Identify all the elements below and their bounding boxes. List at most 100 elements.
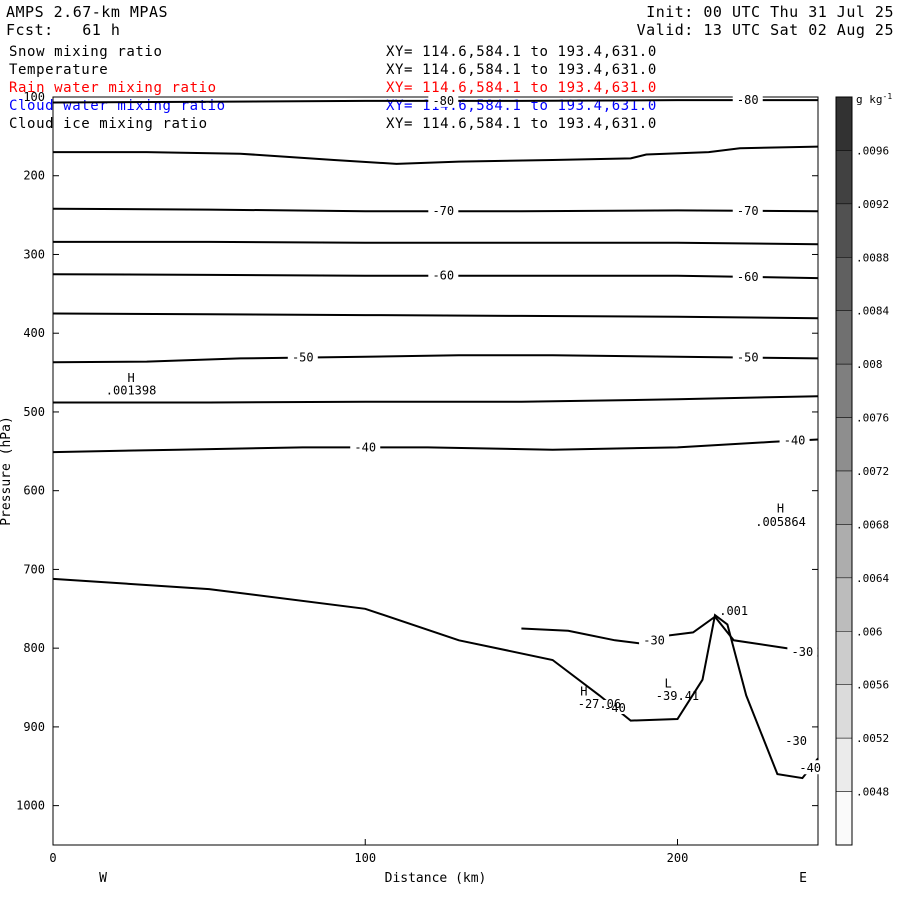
colorbar-cell-2 xyxy=(835,203,853,258)
y-tick-label-5: 600 xyxy=(23,484,45,498)
colorbar-unit-exponent: -1 xyxy=(883,92,893,101)
x-tick-label-2: 200 xyxy=(667,851,689,865)
field-name-0: Snow mixing ratio xyxy=(9,44,163,60)
y-tick-label-9: 1000 xyxy=(16,799,45,813)
contour-label-bg-0-1 xyxy=(732,92,763,107)
contour-label-2-0: -70 xyxy=(432,204,454,218)
colorbar-cell-11 xyxy=(835,684,853,739)
extremum-label-2: H xyxy=(777,502,784,516)
contour-label-9-0: -40 xyxy=(604,701,626,715)
contour-label-bg-8-1 xyxy=(779,432,810,447)
x-tick-label-0: 0 xyxy=(49,851,56,865)
colorbar-tick-label-6: .0072 xyxy=(856,465,889,478)
colorbar-cell-10 xyxy=(835,631,853,685)
contour-label-8-0: -40 xyxy=(354,440,376,454)
colorbar-tick-label-8: .0064 xyxy=(856,572,889,585)
contour-label-6-0: -50 xyxy=(292,351,314,365)
y-tick-label-3: 400 xyxy=(23,326,45,340)
extremum-label-1: .001398 xyxy=(106,384,157,398)
colorbar-tick-label-7: .0068 xyxy=(856,518,889,531)
colorbar-tick-label-3: .0084 xyxy=(856,305,889,318)
colorbar-cell-12 xyxy=(835,737,853,792)
extremum-label-9: -30 xyxy=(785,734,807,748)
contour-label-bg-4-1 xyxy=(732,268,763,283)
colorbar-cell-5 xyxy=(835,363,853,418)
field-xy-0: XY= 114.6,584.1 to 193.4,631.0 xyxy=(386,44,657,60)
extremum-label-5: H xyxy=(580,684,587,698)
extremum-label-8: -39.41 xyxy=(656,689,699,703)
x-end-label-left: W xyxy=(99,871,107,886)
y-tick-label-4: 500 xyxy=(23,405,45,419)
colorbar-cell-7 xyxy=(835,470,853,525)
colorbar-cell-0 xyxy=(835,96,853,151)
temperature-contour-6 xyxy=(52,354,819,364)
y-tick-label-0: 100 xyxy=(23,90,45,104)
field-name-1: Temperature xyxy=(9,62,109,78)
contour-label-bg-10-0 xyxy=(639,632,670,647)
contour-label-9-1: -40 xyxy=(799,761,821,775)
field-xy-3: XY= 114.6,584.1 to 193.4,631.0 xyxy=(386,98,657,114)
contour-label-4-0: -60 xyxy=(432,269,454,283)
temperature-contour-8 xyxy=(52,438,819,454)
colorbar-tick-label-5: .0076 xyxy=(856,412,889,425)
y-axis-title: Pressure (hPa) xyxy=(0,416,14,526)
temperature-contour-7 xyxy=(53,395,819,404)
forecast-hour: Fcst: 61 h xyxy=(6,21,121,39)
colorbar-tick-label-11: .0052 xyxy=(856,732,889,745)
colorbar-tick-label-0: .0096 xyxy=(856,144,889,157)
model-title: AMPS 2.67-km MPAS xyxy=(6,3,169,21)
contour-label-bg-8-0 xyxy=(350,439,381,454)
field-xy-2: XY= 114.6,584.1 to 193.4,631.0 xyxy=(386,80,657,96)
colorbar-unit: g kg-1 xyxy=(856,92,892,106)
x-axis-title: Distance (km) xyxy=(385,871,487,886)
contour-label-bg-2-1 xyxy=(732,202,763,217)
y-tick-label-6: 700 xyxy=(23,562,45,576)
x-tick-label-1: 100 xyxy=(354,851,376,865)
y-tick-label-7: 800 xyxy=(23,641,45,655)
temperature-contour-5 xyxy=(52,312,819,320)
contour-label-0-1: -80 xyxy=(737,93,759,107)
extremum-label-7: L xyxy=(665,677,672,691)
colorbar-cell-3 xyxy=(835,257,853,311)
temperature-contour-3 xyxy=(53,240,819,246)
extremum-label-0: H xyxy=(127,371,134,385)
valid-time: Valid: 13 UTC Sat 02 Aug 25 xyxy=(636,21,894,39)
colorbar-cell-8 xyxy=(835,524,853,579)
contour-label-0-0: -80 xyxy=(432,94,454,108)
x-end-label-right: E xyxy=(799,871,807,886)
colorbar-cell-13 xyxy=(835,791,853,846)
extremum-label-6: -27.06 xyxy=(578,697,621,711)
temperature-contour-9 xyxy=(52,577,819,780)
extremum-label-4: .001 xyxy=(719,604,748,618)
colorbar-tick-label-4: .008 xyxy=(856,358,883,371)
extremum-label-3: .005864 xyxy=(755,515,806,529)
colorbar-cell-1 xyxy=(835,150,853,205)
field-xy-4: XY= 114.6,584.1 to 193.4,631.0 xyxy=(386,116,657,132)
colorbar-tick-label-1: .0092 xyxy=(856,198,889,211)
temperature-contour-10 xyxy=(521,615,819,657)
colorbar-tick-label-12: .0048 xyxy=(856,786,889,799)
contour-label-bg-9-1 xyxy=(795,760,826,775)
contour-label-10-0: -30 xyxy=(643,633,665,647)
y-tick-label-1: 200 xyxy=(23,169,45,183)
colorbar-frame xyxy=(835,96,853,846)
y-tick-label-8: 900 xyxy=(23,720,45,734)
contour-label-bg-2-0 xyxy=(428,203,459,218)
contour-label-2-1: -70 xyxy=(737,204,759,218)
contour-label-bg-6-0 xyxy=(287,349,318,364)
colorbar-cell-6 xyxy=(835,417,853,472)
colorbar-cell-9 xyxy=(835,577,853,632)
contour-label-6-1: -50 xyxy=(737,351,759,365)
field-xy-1: XY= 114.6,584.1 to 193.4,631.0 xyxy=(386,62,657,78)
field-name-4: Cloud ice mixing ratio xyxy=(9,116,208,132)
contour-label-bg-4-0 xyxy=(428,267,459,282)
contour-label-8-1: -40 xyxy=(784,434,806,448)
field-name-2: Rain water mixing ratio xyxy=(9,80,217,96)
colorbar-tick-label-10: .0056 xyxy=(856,679,889,692)
contour-label-bg-10-1 xyxy=(787,644,818,659)
contour-label-10-1: -30 xyxy=(792,645,814,659)
contour-label-bg-9-0 xyxy=(600,699,631,714)
colorbar-tick-label-2: .0088 xyxy=(856,251,889,264)
contour-label-bg-6-1 xyxy=(732,349,763,364)
